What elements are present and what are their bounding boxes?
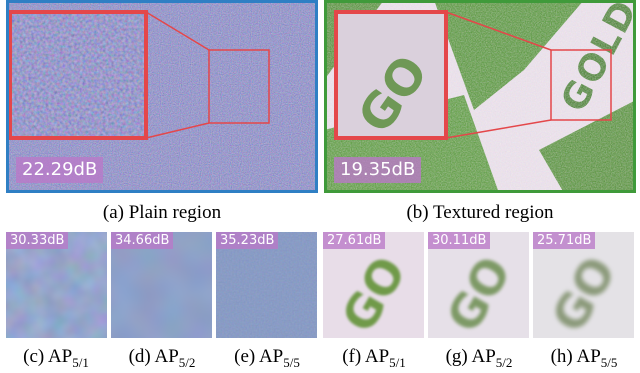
- caption-h-ap: AP: [576, 346, 601, 367]
- crop-e: 35.23dB: [216, 232, 317, 338]
- caption-g-sub: 5/2: [495, 354, 513, 370]
- zoom-source-box-a: [208, 49, 270, 124]
- caption-d: (d) AP5/2: [106, 346, 218, 371]
- panel-a-plain-region: 22.29dB: [6, 0, 318, 193]
- zoom-inset-a: [10, 12, 146, 138]
- caption-e: (e) AP5/5: [211, 346, 323, 371]
- caption-c: (c) AP5/1: [0, 346, 112, 371]
- panel-b-textured-region: GOLD GO 19.35dB: [324, 0, 636, 193]
- caption-c-sub: 5/1: [72, 354, 89, 370]
- zoom-line-top-b: [445, 11, 552, 51]
- crop-h-image: GO: [533, 232, 634, 338]
- crop-g-image: GO: [428, 232, 529, 338]
- caption-g-ap: AP: [471, 346, 496, 367]
- caption-c-letter: (c): [23, 346, 45, 367]
- panel-border-a: [6, 0, 318, 193]
- caption-h-sub: 5/5: [600, 354, 618, 370]
- zoom-inset-border-a: [8, 10, 148, 140]
- crop-e-image: [216, 232, 317, 338]
- caption-b-letter: (b): [406, 202, 429, 223]
- zoom-line-top-a: [145, 11, 210, 51]
- caption-f-letter: (f): [342, 346, 362, 367]
- plain-noise-image: [6, 0, 318, 193]
- crop-c-image: [6, 232, 107, 338]
- caption-h-letter: (h): [550, 346, 573, 367]
- caption-a-letter: (a): [102, 202, 124, 223]
- caption-f-ap: AP: [364, 346, 390, 367]
- caption-a: (a) Plain region: [6, 202, 318, 224]
- caption-b-text: Textured region: [433, 202, 554, 223]
- zoom-line-bottom-a: [145, 122, 210, 139]
- psnr-label-h: 25.71dB: [533, 232, 596, 249]
- zoom-source-box-b: [550, 49, 612, 121]
- zoom-inset-b: [336, 12, 446, 138]
- crop-f: GO 27.61dB: [323, 232, 424, 338]
- crop-c: 30.33dB: [6, 232, 107, 338]
- caption-e-letter: (e): [234, 346, 256, 367]
- psnr-label-a: 22.29dB: [16, 157, 104, 183]
- caption-g-letter: (g): [445, 346, 468, 367]
- psnr-label-d: 34.66dB: [111, 232, 174, 249]
- caption-e-sub: 5/5: [283, 354, 300, 370]
- crop-g: GO 30.11dB: [428, 232, 529, 338]
- caption-f: (f) AP5/1: [318, 346, 430, 371]
- caption-f-sub: 5/1: [389, 354, 406, 370]
- caption-d-ap: AP: [154, 346, 179, 367]
- panel-border-b: [324, 0, 636, 193]
- caption-c-ap: AP: [47, 346, 73, 367]
- psnr-label-g: 30.11dB: [428, 232, 491, 249]
- crop-d: 34.66dB: [111, 232, 212, 338]
- zoom-line-bottom-b: [445, 119, 552, 139]
- crop-f-image: GO: [323, 232, 424, 338]
- caption-d-sub: 5/2: [178, 354, 196, 370]
- caption-d-letter: (d): [128, 346, 151, 367]
- psnr-label-b: 19.35dB: [334, 157, 422, 183]
- zoom-inset-border-b: [334, 10, 448, 140]
- caption-h: (h) AP5/5: [528, 346, 640, 371]
- psnr-label-e: 35.23dB: [216, 232, 279, 249]
- caption-g: (g) AP5/2: [423, 346, 535, 371]
- psnr-label-f: 27.61dB: [323, 232, 386, 249]
- crop-h: GO 25.71dB: [533, 232, 634, 338]
- caption-e-ap: AP: [258, 346, 284, 367]
- psnr-label-c: 30.33dB: [6, 232, 69, 249]
- caption-a-text: Plain region: [128, 202, 222, 223]
- caption-b: (b) Textured region: [324, 202, 636, 224]
- crop-d-image: [111, 232, 212, 338]
